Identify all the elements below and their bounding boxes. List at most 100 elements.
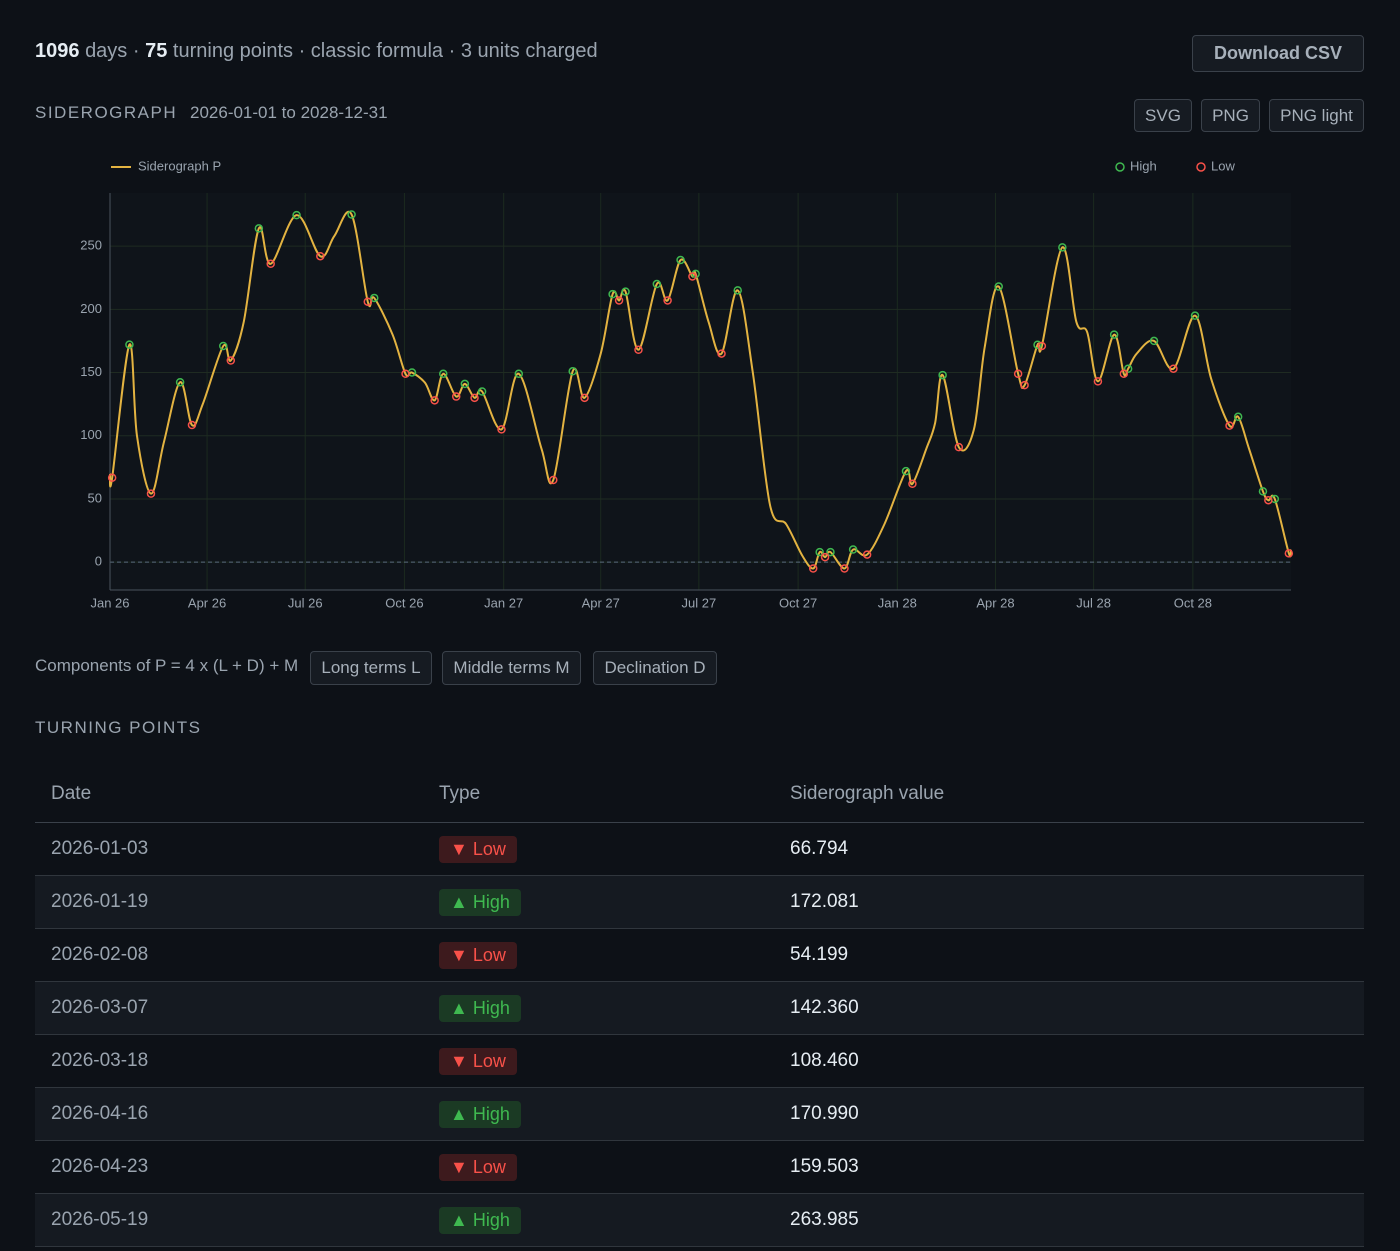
table: Date Type Siderograph value 2026-01-03 ▼ Low… (35, 766, 1364, 1247)
value-cell: 263.985 (789, 1193, 1364, 1247)
export-button[interactable]: PNG (1201, 99, 1260, 132)
type-badge: ▲ High (439, 888, 521, 916)
turning-point (1190, 311, 1200, 320)
value-cell: 66.794 (789, 822, 1364, 876)
turning-point (901, 466, 911, 476)
turning-point (568, 367, 577, 376)
type-badge: ▼ Low (439, 1047, 517, 1075)
turning-point (363, 297, 373, 306)
turning-point (1058, 243, 1067, 252)
value-cell: 142.360 (789, 981, 1364, 1035)
turning-point (1123, 364, 1133, 373)
turning-point (175, 377, 185, 387)
chart-title: SIDEROGRAPH (35, 103, 178, 122)
row: 2026-03-18 ▼ Low 108.460 (35, 1034, 1364, 1088)
x-tick-label: Oct 27 (779, 595, 817, 610)
turning-point (1109, 330, 1119, 339)
table-title: TURNING POINTS (35, 718, 202, 737)
formula: classic formula (310, 40, 444, 62)
turning-point (938, 370, 947, 380)
x-tick-label: Apr 27 (582, 595, 620, 610)
sep: · (132, 40, 140, 62)
component-button[interactable]: Declination D (593, 651, 717, 685)
turning-point (608, 289, 617, 299)
y-tick-label: 200 (80, 301, 102, 316)
component-button[interactable]: Long terms L (310, 651, 432, 685)
text: days (85, 40, 128, 62)
turning-point (652, 279, 662, 289)
row: 2026-05-19 ▲ High 263.985 (35, 1193, 1364, 1247)
turning-point (1233, 412, 1243, 422)
type-badge: ▲ High (439, 1206, 521, 1234)
turning-point (733, 286, 742, 295)
date-cell: 2026-02-08 (35, 928, 438, 982)
turning-point (497, 425, 506, 434)
x-tick-label: Oct 28 (1174, 595, 1212, 610)
turning-point (1264, 495, 1273, 505)
date-cell: 2026-03-18 (35, 1034, 438, 1088)
x-tick-label: Jul 28 (1076, 595, 1111, 610)
points: 75 (145, 40, 168, 62)
x-tick-label: Apr 28 (976, 595, 1014, 610)
turning-point (614, 296, 624, 305)
date-cell: 2026-01-03 (35, 822, 438, 876)
turning-point (146, 489, 156, 498)
value-cell: 172.081 (789, 875, 1364, 929)
row: 2026-01-03 ▼ Low 66.794 (35, 822, 1364, 876)
turning-point (549, 475, 558, 485)
date-cell: 2026-04-16 (35, 1087, 438, 1141)
component-button[interactable]: Middle terms M (442, 651, 581, 685)
row: 2026-01-19 ▲ High 172.081 (35, 875, 1364, 929)
turning-point (1284, 549, 1294, 558)
x-tick-label: Jul 26 (288, 595, 323, 610)
turning-point (226, 356, 236, 365)
days: 1096 (35, 40, 80, 62)
legend-label: Low (1211, 158, 1235, 173)
type-cell: ▲ High (438, 981, 789, 1035)
date-cell: 2026-04-23 (35, 1140, 438, 1194)
column-header: Type (438, 766, 789, 823)
turning-point (1258, 487, 1268, 496)
turning-point (107, 473, 117, 482)
text: turning points (172, 40, 293, 62)
chart: Jan 26 Apr 26 Jul 26 Oct 26 Jan 27 Apr 27 Jul … (80, 158, 1294, 610)
turning-point (292, 210, 301, 220)
turning-point (908, 479, 917, 489)
type-cell: ▲ High (438, 875, 789, 929)
turning-point (125, 340, 134, 349)
y-tick-label: 100 (80, 427, 102, 442)
turning-point (815, 547, 824, 557)
y-tick-label: 0 (95, 554, 102, 569)
turning-point (621, 287, 630, 296)
turning-point (994, 282, 1003, 291)
type-badge: ▲ High (439, 994, 521, 1022)
turning-point (1149, 336, 1159, 346)
turning-point (439, 369, 448, 379)
turning-point (470, 393, 479, 403)
turning-point (266, 259, 275, 269)
date-cell: 2026-03-07 (35, 981, 438, 1035)
turning-point (451, 392, 461, 401)
sep: · (298, 40, 306, 62)
type-cell: ▲ High (438, 1087, 789, 1141)
components-label: Components of P = 4 x (L + D) + M (35, 656, 299, 675)
export-button[interactable]: PNG light (1269, 99, 1364, 132)
x-tick-label: Jan 27 (484, 595, 523, 610)
row: 2026-03-07 ▲ High 142.360 (35, 981, 1364, 1035)
turning-point (862, 550, 872, 559)
plot-area (110, 193, 1291, 590)
turning-point (848, 545, 858, 554)
turning-point (688, 272, 697, 281)
date-cell: 2026-05-19 (35, 1193, 438, 1247)
x-tick-label: Jan 26 (90, 595, 129, 610)
turning-point (316, 251, 325, 261)
value-cell: 170.990 (789, 1087, 1364, 1141)
turning-point (840, 564, 849, 573)
legend-label: High (1130, 158, 1157, 173)
download-button[interactable]: Download CSV (1192, 35, 1364, 72)
x-tick-label: Oct 26 (385, 595, 423, 610)
header-row: Date Type Siderograph value (35, 766, 1364, 823)
turning-point (477, 387, 487, 396)
export-button[interactable]: SVG (1134, 99, 1192, 132)
row: 2026-04-23 ▼ Low 159.503 (35, 1140, 1364, 1194)
